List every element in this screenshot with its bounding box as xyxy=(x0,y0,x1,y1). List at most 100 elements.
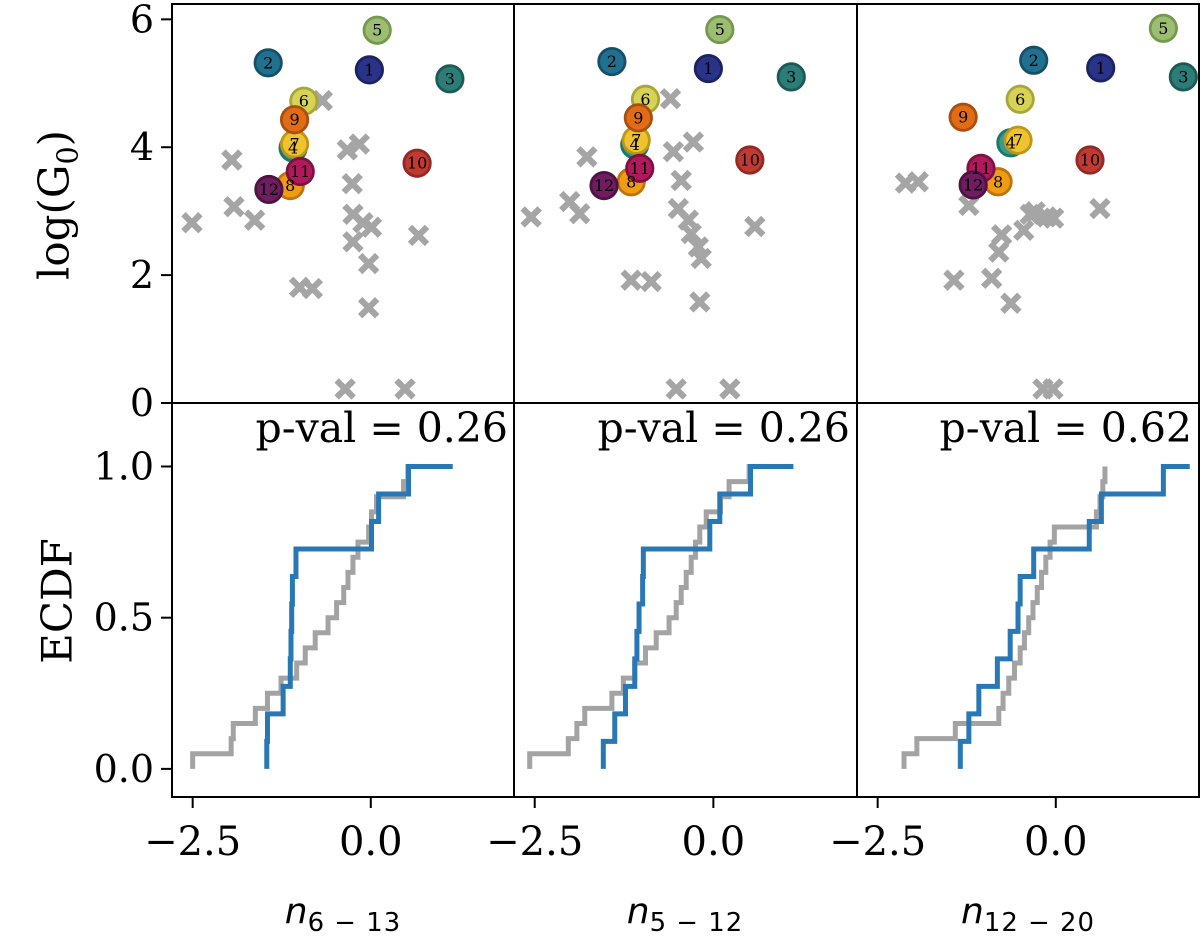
numbered-point-label-6: 6 xyxy=(1015,90,1025,109)
numbered-point-10 xyxy=(1075,145,1105,175)
numbered-point-1 xyxy=(354,55,384,85)
numbered-point-3 xyxy=(435,64,465,94)
pvalue-annotation-panel2: p-val = 0.26 xyxy=(597,404,850,452)
cross-marker xyxy=(943,269,965,291)
numbered-point-label-9: 9 xyxy=(633,108,643,127)
x-axis-label-subscript: 5 − 12 xyxy=(649,908,744,939)
x-axis-label-subscript: 12 − 20 xyxy=(983,908,1095,939)
x-axis-label-panel2: n5 − 12 xyxy=(514,891,856,938)
cross-marker xyxy=(520,206,542,228)
numbered-ecdf-line xyxy=(957,464,1190,769)
numbered-point-3 xyxy=(776,62,806,92)
numbered-point-label-5: 5 xyxy=(715,20,725,39)
numbered-point-label-3: 3 xyxy=(1178,67,1188,86)
cross-marker xyxy=(690,247,712,270)
numbered-point-2 xyxy=(597,46,627,77)
numbered-point-label-12: 12 xyxy=(594,176,614,195)
numbered-point-9 xyxy=(948,102,978,132)
numbered-point-label-6: 6 xyxy=(640,90,650,109)
numbered-point-label-2: 2 xyxy=(263,53,273,72)
numbered-point-label-2: 2 xyxy=(607,52,617,71)
cross-marker xyxy=(357,297,380,319)
y-axis-label-top-close: ) xyxy=(29,129,79,147)
numbered-point-1 xyxy=(693,53,723,84)
numbered-point-label-9: 9 xyxy=(958,108,968,127)
numbered-point-2 xyxy=(1019,45,1049,75)
numbered-point-label-10: 10 xyxy=(1080,151,1100,170)
numbered-point-label-3: 3 xyxy=(445,69,455,88)
cross-marker xyxy=(223,196,245,218)
cross-marker xyxy=(394,378,416,400)
numbered-point-5 xyxy=(362,15,392,45)
pvalue-annotation-panel1: p-val = 0.26 xyxy=(255,404,508,452)
numbered-point-label-8: 8 xyxy=(285,176,295,195)
y-axis-label-top: log(G0) xyxy=(29,130,84,280)
x-axis-label-base: n xyxy=(284,891,308,932)
x-axis-label-panel3: n12 − 20 xyxy=(857,891,1199,938)
x-axis-label-panel1: n6 − 13 xyxy=(172,891,514,938)
numbered-point-1 xyxy=(1086,53,1116,83)
numbered-point-label-3: 3 xyxy=(786,67,796,86)
numbered-point-label-10: 10 xyxy=(740,151,760,170)
numbered-ecdf-line xyxy=(264,464,453,769)
numbered-ecdf-line xyxy=(600,464,794,769)
x-tick-label: 0.0 xyxy=(339,819,403,865)
numbered-point-label-5: 5 xyxy=(372,21,382,40)
numbered-point-3 xyxy=(1168,62,1198,92)
cross-marker xyxy=(221,149,243,171)
cross-marker xyxy=(1013,219,1035,242)
comparison-ecdf-line xyxy=(901,466,1108,769)
cross-marker xyxy=(407,224,430,247)
top-panel-1-frame xyxy=(171,3,515,404)
y-tick-label-top: 6 xyxy=(130,0,154,41)
numbered-point-5 xyxy=(1148,13,1178,43)
cross-marker xyxy=(243,209,266,231)
cross-marker xyxy=(689,291,711,313)
cross-marker xyxy=(659,87,682,110)
x-tick-label: −2.5 xyxy=(144,819,241,865)
numbered-point-label-1: 1 xyxy=(703,59,713,78)
numbered-point-label-4: 4 xyxy=(630,135,640,154)
cross-marker xyxy=(620,269,642,291)
cross-marker xyxy=(301,277,324,300)
comparison-ecdf-line xyxy=(190,464,421,769)
y-tick-label-bottom: 1.0 xyxy=(94,444,154,488)
numbered-point-6 xyxy=(1005,84,1035,114)
x-axis-label-subscript: 6 − 13 xyxy=(307,908,402,939)
cross-marker xyxy=(680,222,702,245)
numbered-point-label-11: 11 xyxy=(971,159,991,178)
cross-marker xyxy=(341,172,363,195)
numbered-point-12 xyxy=(958,170,988,200)
numbered-point-label-7: 7 xyxy=(289,135,299,154)
cross-marker xyxy=(360,216,383,238)
numbered-point-label-12: 12 xyxy=(259,180,279,199)
numbered-point-label-9: 9 xyxy=(289,110,299,129)
cross-marker xyxy=(348,133,371,155)
cross-marker xyxy=(670,169,692,192)
numbered-point-10 xyxy=(402,148,432,178)
numbered-point-label-4: 4 xyxy=(288,138,298,157)
cross-marker xyxy=(665,378,687,400)
numbered-point-7 xyxy=(1003,125,1033,155)
cross-marker xyxy=(744,215,766,238)
numbered-point-label-7: 7 xyxy=(631,131,641,150)
bottom-panel-3-frame xyxy=(856,402,1200,798)
cross-marker xyxy=(1000,292,1022,314)
y-tick-label-bottom: 0.0 xyxy=(94,747,154,791)
numbered-point-label-1: 1 xyxy=(1096,58,1106,77)
numbered-point-9 xyxy=(623,103,653,133)
numbered-point-label-8: 8 xyxy=(626,172,636,191)
numbered-point-label-11: 11 xyxy=(630,159,650,178)
numbered-point-label-6: 6 xyxy=(299,92,309,111)
y-tick-label-top: 4 xyxy=(130,125,154,169)
cross-marker xyxy=(958,194,980,217)
cross-marker xyxy=(181,211,203,234)
cross-marker xyxy=(980,267,1003,290)
cross-marker xyxy=(1042,207,1065,229)
numbered-point-label-11: 11 xyxy=(290,162,310,181)
comparison-ecdf-line xyxy=(527,464,758,769)
numbered-point-11 xyxy=(625,153,655,183)
cross-marker xyxy=(1042,378,1064,400)
x-tick-label: −2.5 xyxy=(486,819,583,865)
